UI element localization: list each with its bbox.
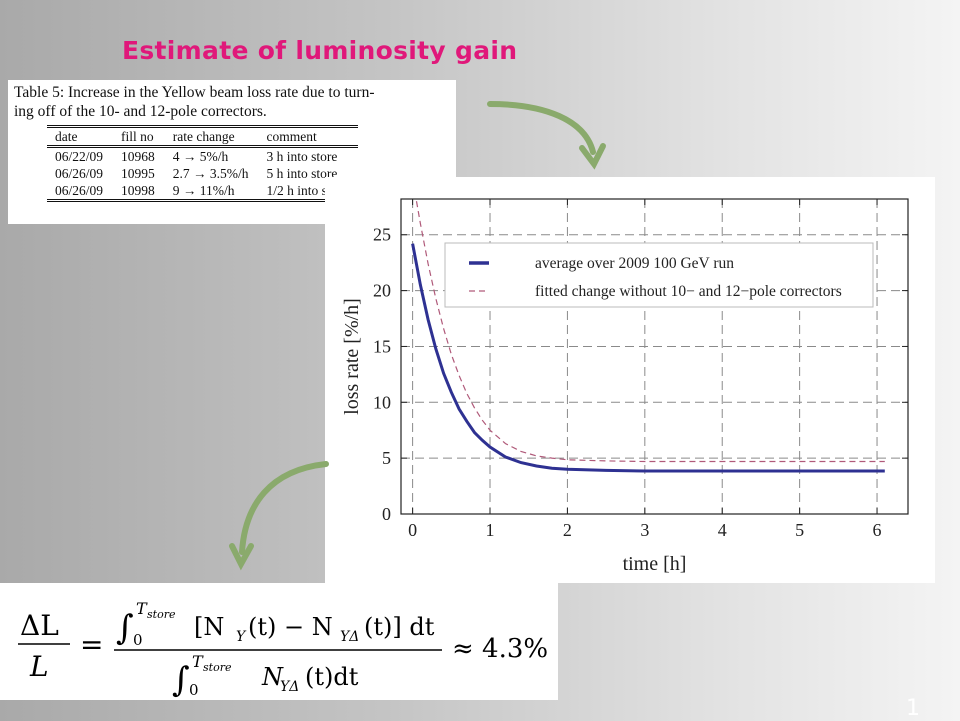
curved-arrow-right-shaft: [487, 101, 596, 155]
table-cell-rate-change: 2.7 → 3.5%/h: [172, 166, 249, 181]
formula-numerator-body: [N: [194, 613, 224, 641]
formula-numerator-integral: ∫: [116, 608, 134, 648]
y-tick-label: 15: [373, 336, 391, 356]
formula-numerator-sub2: YΔ: [340, 629, 359, 645]
slide-title: Estimate of luminosity gain: [122, 36, 518, 65]
table-cell-fill-no: 10998: [113, 182, 165, 202]
y-tick-label: 10: [373, 392, 391, 412]
table-caption: Table 5: Increase in the Yellow beam los…: [14, 83, 450, 121]
formula-denominator-integral: ∫: [172, 660, 190, 700]
legend-box: [444, 242, 874, 308]
formula-lhs-numerator: ΔL: [20, 609, 59, 642]
y-tick-label: 20: [373, 281, 391, 301]
y-tick-label: 25: [373, 225, 391, 245]
formula-denominator-lower-limit: 0: [189, 681, 199, 699]
table-cell-date: 06/22/09: [55, 149, 104, 164]
x-tick-label: 4: [718, 520, 727, 540]
table-cell-date: 06/26/09: [47, 182, 114, 202]
formula-denominator-upper-limit-sub: store: [203, 661, 232, 674]
table-cell-fill-no: 10995: [121, 166, 155, 181]
formula-denominator-upper-limit: T: [192, 652, 204, 671]
table-cell-date: 06/26/09: [55, 166, 104, 181]
table-cell-rate-change: 4 → 5%/h: [172, 149, 229, 164]
y-tick-label: 5: [382, 448, 391, 468]
chart-panel: 0 1 2 3 4 5 6 0 5 10 15 20 25 time [h] loss rate [%/h]…: [325, 177, 935, 583]
x-tick-label: 6: [873, 520, 882, 540]
page-number: 1: [906, 696, 920, 721]
loss-rate-table: date fill no rate change comment 06/22/0…: [47, 125, 358, 202]
x-tick-label: 3: [640, 520, 649, 540]
legend-label-1: average over 2009 100 GeV run: [535, 255, 734, 272]
formula-denominator-tail: (t)dt: [305, 663, 359, 691]
plot-frame: [400, 198, 909, 515]
x-axis-label: time [h]: [623, 553, 687, 575]
formula-numerator-upper-limit-sub: store: [147, 608, 176, 621]
table-row: 06/22/09 10968 4 → 5%/h 3 h into store: [47, 147, 358, 166]
curved-arrow-left-head: [229, 543, 254, 571]
formula-panel: ΔL L = ∫ T store 0 [N Y (t) − N YΔ (t)] …: [0, 583, 558, 700]
table-row: 06/26/09 10998 9 → 11%/h 1/2 h into stor…: [47, 182, 358, 202]
formula-lhs-denominator: L: [29, 650, 49, 683]
table-caption-line1: Table 5: Increase in the Yellow beam los…: [14, 84, 375, 101]
formula-equals: =: [80, 628, 103, 661]
curved-arrow-right-head: [579, 143, 606, 170]
x-tick-label: 2: [563, 520, 572, 540]
table-cell-fill-no: 10968: [121, 149, 155, 164]
luminosity-gain-formula: ΔL L = ∫ T store 0 [N Y (t) − N YΔ (t)] …: [18, 599, 548, 700]
formula-numerator-sub1: Y: [236, 629, 247, 645]
table-caption-line2: ing off of the 10- and 12-pole corrector…: [14, 103, 267, 120]
formula-denominator-body: N: [261, 663, 284, 691]
series-line-2: [415, 201, 885, 463]
column-header-rate-change: rate change: [164, 125, 259, 148]
table-cell-comment: 3 h into store: [266, 149, 338, 164]
formula-denominator-sub: YΔ: [280, 679, 299, 695]
table-header-row: date fill no rate change comment: [47, 125, 358, 148]
x-tick-label: 0: [408, 520, 417, 540]
column-header-date: date: [47, 125, 114, 148]
formula-numerator-upper-limit: T: [136, 599, 148, 618]
table-cell-comment: 5 h into store: [266, 166, 338, 181]
curved-arrow-left-shaft: [239, 461, 329, 555]
formula-numerator-mid: (t) − N: [248, 613, 333, 641]
table-row: 06/26/09 10995 2.7 → 3.5%/h 5 h into sto…: [47, 165, 358, 182]
loss-rate-chart: 0 1 2 3 4 5 6 0 5 10 15 20 25 time [h] loss rate [%/h]…: [341, 198, 909, 575]
x-tick-label: 1: [486, 520, 495, 540]
y-tick-label: 0: [382, 504, 391, 524]
x-tick-label: 5: [795, 520, 804, 540]
y-axis-label: loss rate [%/h]: [341, 298, 363, 415]
table-cell-rate-change: 9 → 11%/h: [164, 182, 259, 202]
column-header-comment: comment: [258, 125, 358, 148]
table-panel: Table 5: Increase in the Yellow beam los…: [8, 80, 456, 224]
series-line-1: [411, 243, 885, 473]
formula-approx-result: ≈ 4.3%: [452, 634, 548, 664]
formula-numerator-lower-limit: 0: [133, 631, 143, 649]
column-header-fill-no: fill no: [113, 125, 165, 148]
formula-numerator-tail: (t)] dt: [364, 613, 435, 641]
legend-label-2: fitted change without 10− and 12−pole co…: [535, 283, 842, 300]
